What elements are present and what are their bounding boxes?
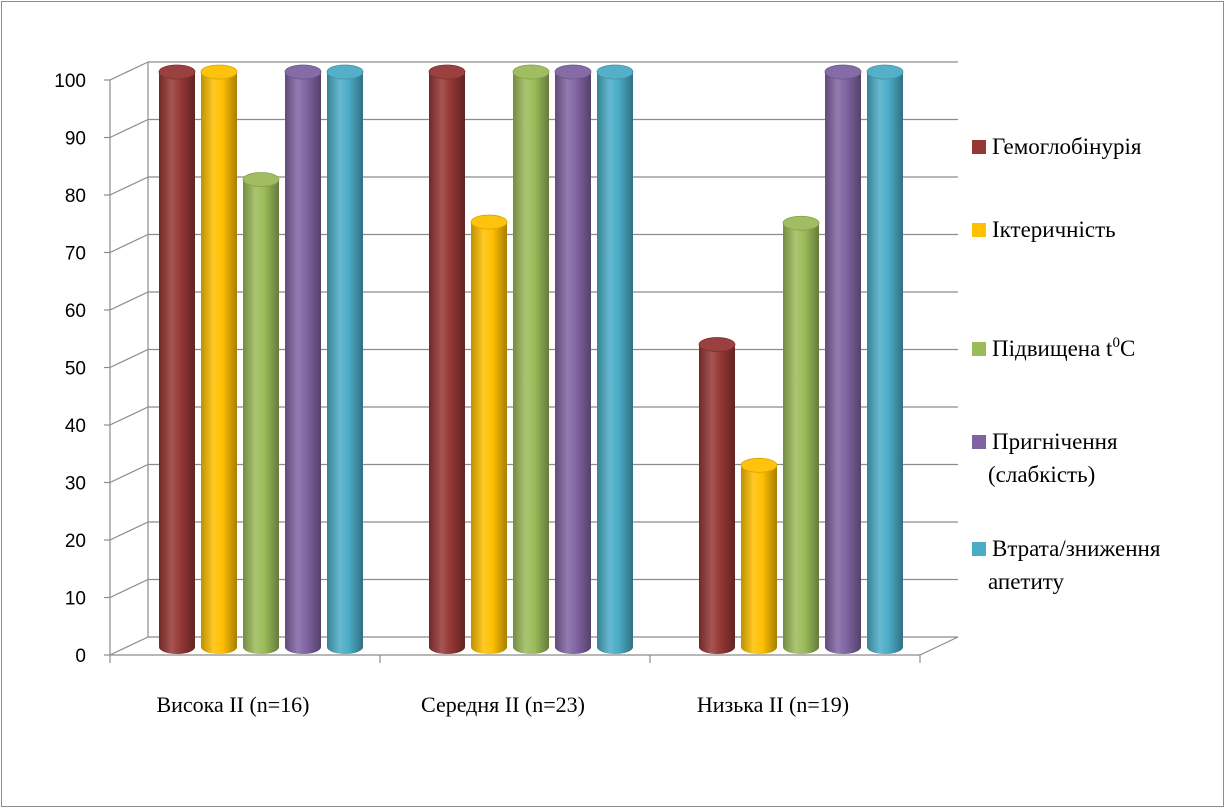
y-tick-label: 100 [54, 71, 86, 92]
bar [699, 344, 735, 654]
side-grid-line [109, 636, 149, 656]
side-grid-line [109, 406, 149, 426]
bar-top [428, 64, 466, 80]
side-grid-line [109, 521, 149, 541]
bar [597, 72, 633, 654]
x-tick-label: Середня II (n=23) [421, 692, 585, 717]
y-tick-label: 30 [65, 474, 86, 495]
bar [471, 222, 507, 654]
bar-top [326, 64, 364, 80]
bar [825, 72, 861, 654]
legend-label: Гемоглобінурія [992, 134, 1142, 159]
bar-top [782, 215, 820, 231]
legend-marker [972, 435, 986, 449]
legend-marker [972, 140, 986, 154]
y-tick-label: 70 [65, 244, 86, 265]
side-grid-line [109, 348, 149, 369]
x-tick-label: Низька II (n=19) [697, 692, 849, 717]
y-tick-label: 10 [65, 589, 86, 610]
bar [513, 72, 549, 654]
side-grid-line [109, 233, 149, 254]
bar-top [470, 214, 508, 230]
bar-top [740, 457, 778, 473]
bar [285, 72, 321, 654]
bar-top [512, 64, 550, 80]
bar-top [158, 64, 196, 80]
bar [429, 72, 465, 654]
legend-marker [972, 223, 986, 237]
side-grid-line [109, 176, 149, 196]
bar [867, 72, 903, 654]
side-grid-line [109, 118, 149, 139]
x-tick-label: Висока II (n=16) [156, 692, 309, 717]
bar-top [200, 64, 238, 80]
side-grid-line [109, 578, 149, 599]
legend-marker [972, 342, 986, 356]
y-tick-label: 0 [75, 646, 86, 667]
bar-top [596, 64, 634, 80]
y-tick-label: 40 [65, 416, 86, 437]
y-tick-label: 90 [65, 129, 86, 150]
bar-top [554, 64, 592, 80]
bar-top [242, 172, 280, 187]
bar-top [866, 64, 904, 80]
bar [555, 72, 591, 654]
legend-marker [972, 542, 986, 556]
side-grid-line [109, 61, 149, 81]
legend-label: (слабкість) [988, 462, 1095, 487]
legend-label: Втрата/зниження [992, 536, 1161, 561]
legend-label: апетиту [988, 569, 1065, 594]
side-grid-line [109, 463, 149, 484]
legend-label: Підвищена t0C [992, 335, 1135, 361]
y-tick-label: 80 [65, 186, 86, 207]
bar [159, 72, 195, 654]
floor-right-edge [919, 636, 959, 656]
y-tick-label: 20 [65, 531, 86, 552]
bar-top [284, 64, 322, 80]
side-grid-line [109, 291, 149, 311]
legend-label: Пригнічення [992, 429, 1118, 454]
bar [783, 223, 819, 654]
bar [327, 72, 363, 654]
bar-top [824, 64, 862, 80]
bar [201, 72, 237, 654]
bar [243, 179, 279, 654]
y-tick-label: 60 [65, 301, 86, 322]
legend-label: Іктеричність [992, 217, 1116, 242]
bar-top [698, 337, 736, 352]
bar [741, 465, 777, 654]
y-tick-label: 50 [65, 359, 86, 380]
